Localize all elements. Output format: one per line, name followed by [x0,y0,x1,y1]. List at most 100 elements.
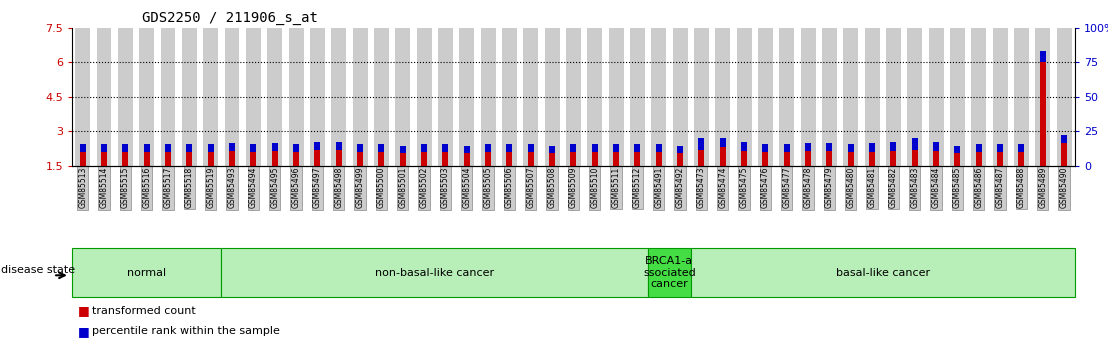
Bar [737,28,751,166]
Bar [652,28,666,166]
Bar [442,145,449,152]
Bar [293,145,299,152]
Bar [400,146,406,153]
Bar [1061,142,1067,166]
Bar [694,28,709,166]
Bar [592,145,597,152]
Text: disease state: disease state [1,265,75,275]
Bar [997,145,1003,152]
Bar [144,145,150,152]
Bar [630,28,645,166]
Bar [806,151,811,166]
Bar [656,145,661,152]
Bar [869,152,875,166]
Bar [144,152,150,166]
Bar [716,28,730,166]
Bar [379,152,384,166]
Bar [1035,28,1050,166]
Bar [843,28,859,166]
Bar [613,145,619,152]
Bar [315,149,320,166]
Bar [464,146,470,153]
Bar [117,28,133,166]
Bar [550,153,555,166]
Bar [80,145,85,152]
Bar [417,28,431,166]
Bar [929,28,944,166]
Bar [396,28,410,166]
Bar [357,152,363,166]
Bar [165,145,171,152]
Bar [336,142,341,149]
Bar [891,151,896,166]
Bar [886,28,901,166]
Bar [869,143,875,152]
Bar [101,145,107,152]
Bar [352,28,368,166]
Bar [75,28,90,166]
Text: transformed count: transformed count [92,306,196,315]
Bar [203,28,218,166]
Bar [954,146,961,153]
FancyBboxPatch shape [648,248,690,297]
Bar [229,151,235,166]
Bar [122,145,129,152]
Bar [523,28,538,166]
Text: non-basal-like cancer: non-basal-like cancer [376,268,494,277]
Bar [907,28,922,166]
Text: normal: normal [127,268,166,277]
Bar [762,152,768,166]
Bar [357,145,363,152]
Bar [673,28,688,166]
Bar [506,145,512,152]
Bar [1014,28,1029,166]
Bar [288,28,304,166]
Bar [1061,135,1067,142]
Bar [613,152,619,166]
Bar [656,152,661,166]
Bar [438,28,453,166]
Bar [421,152,427,166]
Bar [954,153,961,166]
Bar [122,152,129,166]
Bar [267,28,283,166]
Bar [545,28,560,166]
Text: basal-like cancer: basal-like cancer [835,268,930,277]
Text: BRCA1-a
ssociated
cancer: BRCA1-a ssociated cancer [643,256,696,289]
Bar [1057,28,1071,166]
Text: GDS2250 / 211906_s_at: GDS2250 / 211906_s_at [142,11,318,25]
Bar [783,145,790,152]
FancyBboxPatch shape [690,248,1075,297]
Bar [186,145,193,152]
Bar [485,145,491,152]
Bar [592,152,597,166]
Bar [891,142,896,151]
Bar [801,28,815,166]
Bar [250,152,256,166]
Bar [464,153,470,166]
Bar [912,138,917,149]
Bar [550,146,555,153]
Bar [950,28,965,166]
Bar [806,143,811,151]
Bar [379,145,384,152]
Bar [677,146,683,153]
Bar [848,152,854,166]
Bar [635,145,640,152]
Bar [912,149,917,166]
Bar [271,143,278,151]
Bar [271,151,278,166]
Bar [779,28,794,166]
Bar [506,152,512,166]
Bar [207,152,214,166]
Bar [1039,51,1046,62]
Bar [207,145,214,152]
Bar [741,142,747,151]
Bar [246,28,260,166]
Bar [698,138,705,149]
Bar [698,149,705,166]
FancyBboxPatch shape [222,248,648,297]
Bar [635,152,640,166]
Bar [182,28,197,166]
Bar [783,152,790,166]
